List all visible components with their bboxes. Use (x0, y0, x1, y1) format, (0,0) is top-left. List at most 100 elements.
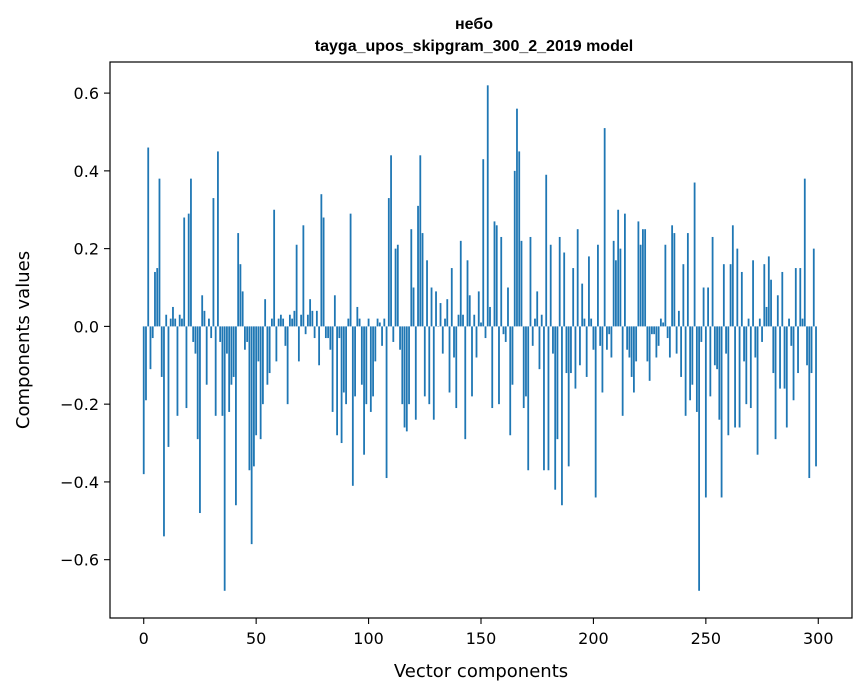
bar-143 (464, 326, 467, 440)
bar-251 (707, 287, 709, 327)
bar-198 (588, 256, 590, 327)
bar-95 (356, 306, 359, 327)
bar-84 (331, 326, 334, 412)
bar-30 (210, 326, 213, 339)
bar-90 (345, 326, 347, 405)
bar-122 (417, 205, 419, 327)
bar-23 (194, 326, 197, 354)
bar-261 (729, 264, 732, 327)
bar-225 (648, 326, 651, 381)
bar-253 (711, 236, 714, 327)
bar-297 (810, 326, 813, 374)
bar-50 (255, 326, 258, 436)
bar-27 (203, 310, 206, 327)
bar-108 (385, 326, 388, 479)
bar-252 (709, 326, 712, 397)
bar-123 (419, 155, 422, 327)
bar-169 (522, 326, 525, 409)
bar-250 (704, 326, 707, 498)
bar-2 (147, 147, 150, 327)
bar-19 (185, 326, 188, 409)
bar-256 (718, 326, 721, 420)
bar-75 (311, 310, 314, 327)
bar-192 (574, 326, 577, 389)
bar-262 (731, 225, 734, 327)
bar-190 (570, 326, 572, 374)
bar-148 (475, 326, 478, 358)
bar-89 (342, 326, 345, 393)
bar-68 (295, 244, 298, 327)
bar-72 (304, 326, 307, 335)
bar-164 (511, 326, 514, 385)
bar-266 (740, 271, 743, 327)
bar-136 (448, 326, 451, 393)
bar-182 (552, 326, 554, 354)
bar-24 (196, 326, 199, 440)
bar-187 (563, 252, 566, 327)
bar-125 (423, 326, 426, 397)
bar-22 (192, 326, 195, 342)
bar-48 (250, 326, 253, 545)
bar-137 (450, 268, 453, 327)
bar-274 (758, 318, 761, 327)
bar-193 (576, 229, 579, 327)
bar-273 (756, 326, 759, 455)
bar-212 (619, 248, 622, 327)
bar-103 (374, 326, 377, 362)
bar-8 (160, 326, 163, 377)
bar-219 (635, 326, 638, 362)
bar-263 (734, 326, 736, 428)
bar-115 (401, 326, 404, 405)
bar-12 (169, 318, 172, 327)
bar-42 (237, 233, 240, 327)
bar-284 (781, 271, 784, 327)
bar-101 (369, 326, 372, 412)
bar-246 (695, 326, 698, 412)
bar-124 (421, 233, 424, 327)
bar-265 (738, 326, 741, 428)
bar-197 (585, 326, 588, 377)
bar-62 (282, 318, 285, 327)
bar-177 (540, 314, 543, 327)
bar-70 (300, 314, 303, 327)
bar-276 (763, 264, 766, 327)
bar-163 (509, 326, 512, 436)
x-axis-label: Vector components (394, 661, 568, 682)
bar-64 (286, 326, 289, 405)
x-tick-label: 50 (246, 629, 266, 648)
bar-92 (349, 213, 352, 327)
bar-218 (632, 326, 635, 393)
bar-153 (486, 85, 489, 327)
bar-264 (736, 248, 739, 327)
bar-248 (700, 326, 703, 342)
bar-223 (644, 229, 647, 327)
bar-129 (432, 326, 435, 420)
y-tick-label: −0.4 (60, 473, 99, 492)
bar-233 (666, 326, 669, 339)
bar-102 (372, 326, 374, 397)
bar-39 (230, 326, 233, 385)
bar-126 (426, 260, 428, 327)
bar-55 (266, 326, 269, 385)
bar-154 (489, 306, 491, 327)
bar-32 (214, 326, 217, 416)
bar-206 (606, 326, 608, 350)
bar-45 (244, 326, 246, 350)
bar-222 (641, 229, 644, 327)
bar-277 (765, 306, 768, 327)
bar-17 (181, 318, 183, 327)
bar-110 (390, 155, 392, 327)
bar-255 (716, 326, 718, 370)
bar-175 (536, 291, 539, 327)
bar-73 (306, 314, 309, 327)
bar-204 (601, 326, 604, 393)
bar-111 (392, 326, 395, 342)
bar-156 (493, 221, 496, 327)
bar-88 (340, 326, 343, 444)
x-tick-label: 0 (139, 629, 149, 648)
bar-112 (394, 248, 397, 327)
bar-240 (682, 264, 685, 327)
chart-title: небо (455, 16, 493, 33)
bar-267 (743, 326, 745, 362)
bar-43 (239, 264, 242, 327)
